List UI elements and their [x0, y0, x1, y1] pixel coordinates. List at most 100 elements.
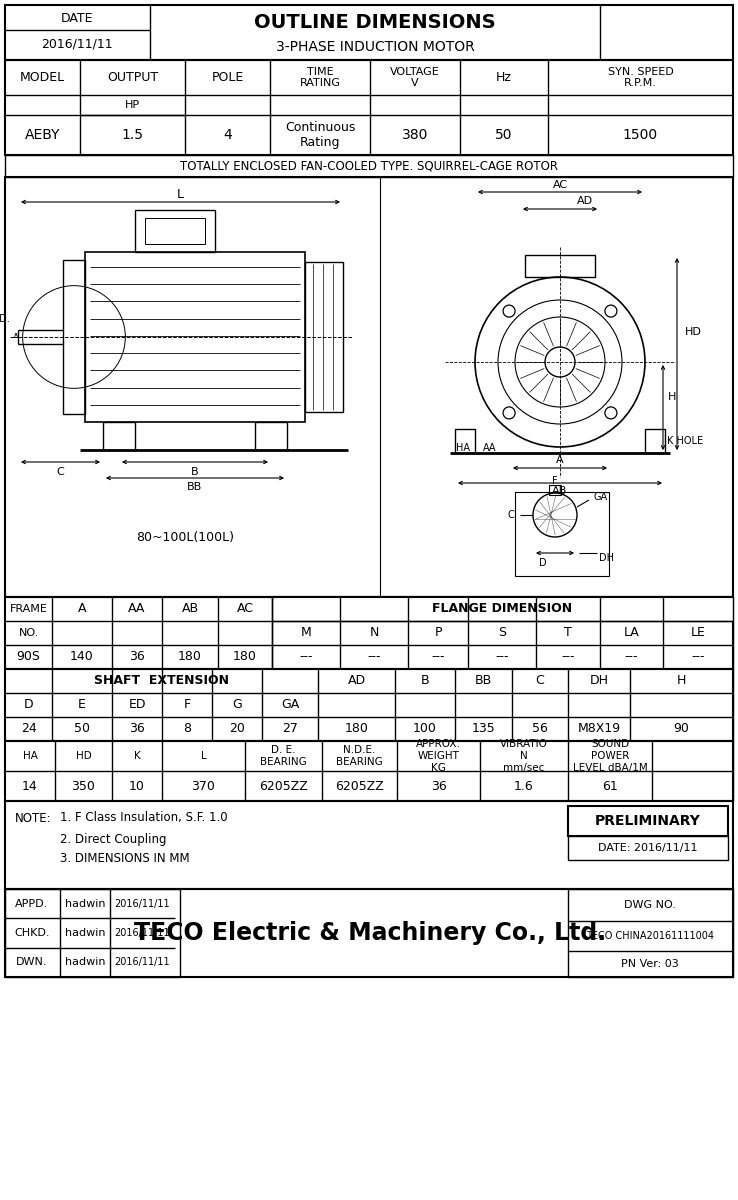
Text: ---: ---	[368, 650, 381, 664]
Text: Continuous
Rating: Continuous Rating	[285, 121, 355, 149]
Text: ---: ---	[625, 650, 638, 664]
Text: GA: GA	[593, 492, 607, 502]
Text: 350: 350	[72, 780, 95, 792]
Text: 56: 56	[532, 722, 548, 736]
Text: 2016/11/11: 2016/11/11	[114, 928, 170, 938]
Text: A: A	[556, 455, 564, 464]
Text: POLE: POLE	[211, 71, 244, 84]
Text: 36: 36	[129, 650, 145, 664]
Text: L: L	[177, 187, 184, 200]
Text: 1500: 1500	[623, 128, 658, 142]
Text: C: C	[507, 510, 514, 520]
Text: 140: 140	[70, 650, 94, 664]
Text: K: K	[134, 751, 140, 761]
Text: NO.: NO.	[18, 628, 38, 638]
Text: ---: ---	[299, 650, 313, 664]
Text: 135: 135	[472, 722, 495, 736]
Text: 4: 4	[223, 128, 232, 142]
Text: LA: LA	[624, 626, 639, 640]
Text: MODEL: MODEL	[20, 71, 65, 84]
Text: FLANGE DIMENSION: FLANGE DIMENSION	[432, 602, 573, 616]
Text: 2. Direct Coupling: 2. Direct Coupling	[60, 833, 167, 846]
Text: hadwin: hadwin	[65, 899, 106, 908]
Text: BB: BB	[187, 482, 203, 492]
Text: P: P	[434, 626, 442, 640]
Text: AA: AA	[128, 602, 145, 616]
Text: VIBRATIO
N
mm/sec: VIBRATIO N mm/sec	[500, 739, 548, 773]
Text: 27: 27	[282, 722, 298, 736]
Bar	[5, 176, 733, 596]
Text: 1.5: 1.5	[122, 128, 143, 142]
Text: DH: DH	[599, 553, 614, 563]
Text: 80~100L(100L): 80~100L(100L)	[136, 530, 234, 544]
Text: B: B	[191, 467, 199, 476]
Text: FRAME: FRAME	[10, 604, 47, 614]
Text: AB: AB	[182, 602, 199, 616]
Bar	[568, 889, 733, 977]
Text: T: T	[564, 626, 572, 640]
Bar	[5, 802, 733, 889]
Text: TECO Electric & Machinery Co., Ltd.: TECO Electric & Machinery Co., Ltd.	[134, 922, 606, 946]
Text: AD: AD	[348, 674, 365, 688]
Text: BB: BB	[475, 674, 492, 688]
Text: 6205ZZ: 6205ZZ	[259, 780, 308, 792]
Text: D: D	[24, 698, 33, 712]
Text: AA: AA	[483, 443, 497, 452]
Bar	[5, 60, 733, 155]
Text: AB: AB	[552, 486, 568, 496]
Text: K HOLE: K HOLE	[667, 436, 703, 446]
Text: HP: HP	[125, 100, 140, 110]
Bar	[63, 260, 85, 414]
Text: 2016/11/11: 2016/11/11	[114, 958, 170, 967]
Text: OUTLINE DIMENSIONS: OUTLINE DIMENSIONS	[254, 12, 496, 31]
Text: HA: HA	[456, 443, 470, 452]
Text: TIME
RATING: TIME RATING	[300, 67, 340, 89]
Text: ED: ED	[128, 698, 145, 712]
Text: G: G	[232, 698, 242, 712]
Text: DWN.: DWN.	[16, 958, 48, 967]
Text: L: L	[201, 751, 207, 761]
Text: E: E	[78, 698, 86, 712]
Text: ---: ---	[692, 650, 705, 664]
Text: 90: 90	[674, 722, 689, 736]
Text: DWG NO.: DWG NO.	[624, 900, 676, 910]
Text: HD: HD	[685, 326, 702, 337]
Text: N.D.E.
BEARING: N.D.E. BEARING	[336, 745, 383, 767]
Bar	[255, 422, 287, 450]
Text: M: M	[300, 626, 311, 640]
Text: PRELIMINARY: PRELIMINARY	[595, 814, 701, 828]
Text: D: D	[539, 558, 547, 568]
Text: E.D.: E.D.	[0, 314, 10, 324]
Bar	[85, 252, 305, 422]
Text: HD: HD	[75, 751, 92, 761]
Text: 10: 10	[129, 780, 145, 792]
Text: 3-PHASE INDUCTION MOTOR: 3-PHASE INDUCTION MOTOR	[275, 40, 475, 54]
Text: H: H	[668, 392, 676, 402]
Bar	[5, 155, 733, 176]
Text: 36: 36	[129, 722, 145, 736]
Bar	[5, 889, 733, 977]
Text: PN Ver: 03: PN Ver: 03	[621, 959, 679, 970]
Bar	[515, 492, 609, 576]
Text: SOUND
POWER
LEVEL dBA/1M: SOUND POWER LEVEL dBA/1M	[573, 739, 647, 773]
Text: GA: GA	[281, 698, 299, 712]
Bar	[135, 210, 215, 252]
Text: S: S	[498, 626, 506, 640]
Text: 180: 180	[345, 722, 368, 736]
Text: 100: 100	[413, 722, 437, 736]
Text: DH: DH	[590, 674, 609, 688]
Text: 380: 380	[401, 128, 428, 142]
Text: 20: 20	[229, 722, 245, 736]
Text: AD: AD	[577, 196, 593, 206]
Text: 8: 8	[183, 722, 191, 736]
Text: A: A	[77, 602, 86, 616]
Text: LE: LE	[691, 626, 706, 640]
Text: ---: ---	[495, 650, 508, 664]
Text: 90S: 90S	[16, 650, 41, 664]
Text: C: C	[536, 674, 545, 688]
Text: B: B	[421, 674, 430, 688]
Bar	[5, 596, 733, 670]
Text: hadwin: hadwin	[65, 928, 106, 938]
Bar	[305, 262, 343, 412]
Text: 50: 50	[74, 722, 90, 736]
